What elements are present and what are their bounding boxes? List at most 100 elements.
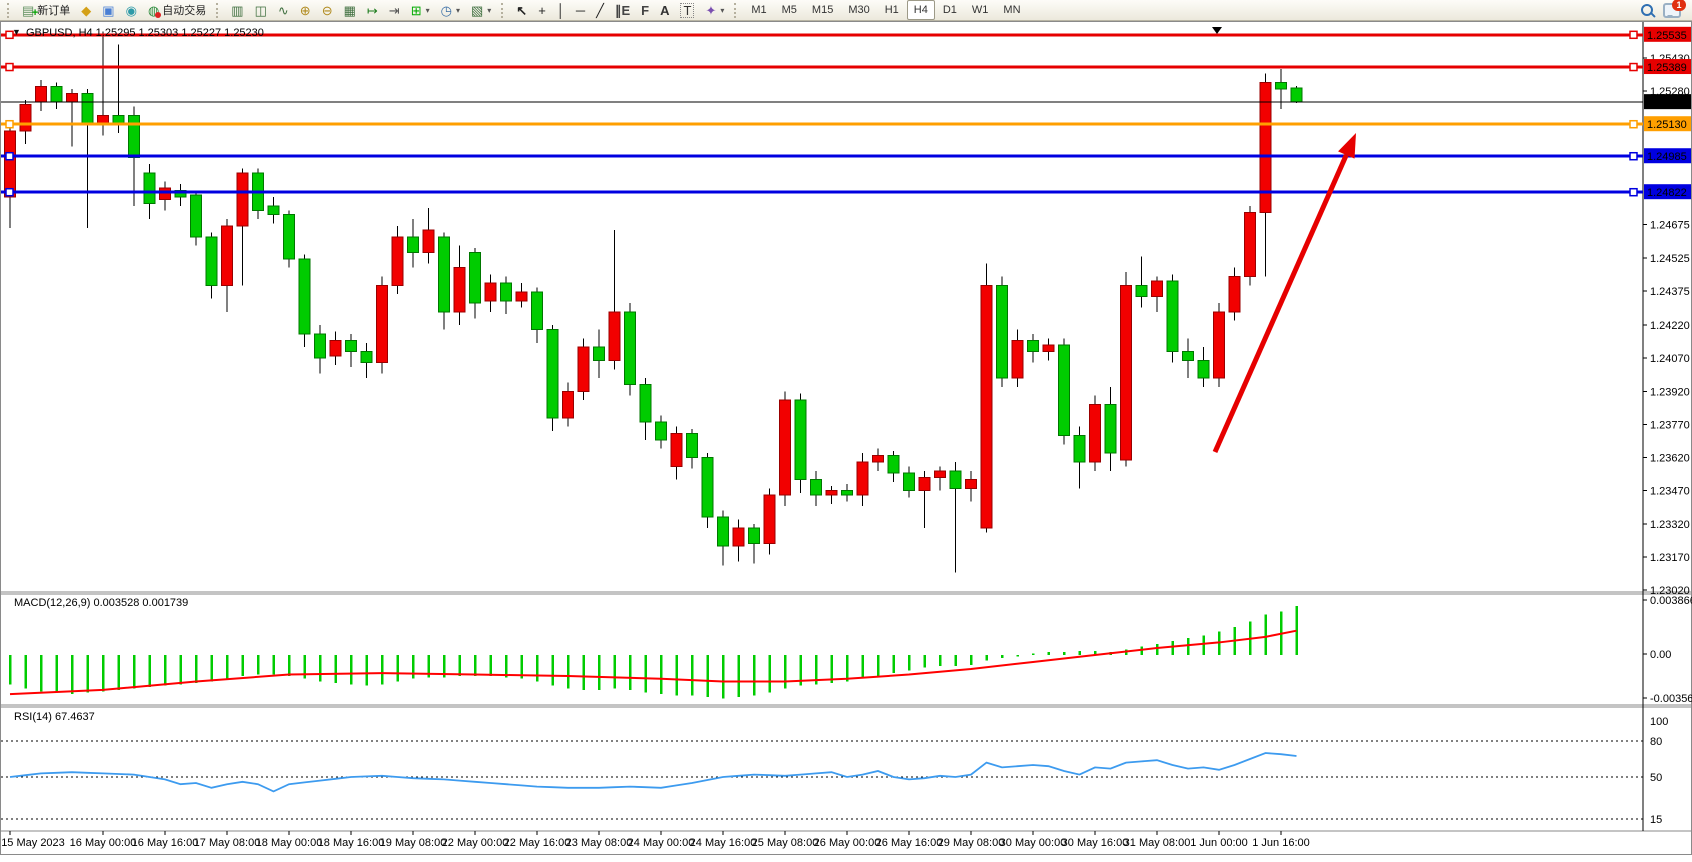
price-tick-label: 1.24070 [1650, 353, 1690, 365]
candle [1011, 329, 1024, 387]
time-tick-label: 29 May 08:00 [938, 837, 1005, 849]
timeframe-d1-button[interactable]: D1 [942, 4, 957, 16]
dropdown-caret-icon[interactable]: ▾ [455, 5, 460, 15]
vertical-line-icon: │ [556, 2, 565, 18]
candle [1166, 274, 1179, 363]
timeframe-h1-button[interactable]: H1 [884, 4, 899, 16]
dropdown-caret-icon[interactable]: ▾ [425, 5, 430, 15]
time-tick-label: 18 May 00:00 [256, 837, 323, 849]
horizontal-line-button[interactable]: ─ [571, 0, 590, 20]
price-label-text: 1.24985 [1647, 151, 1687, 163]
candle [329, 331, 342, 365]
time-tick-label: 1 Jun 00:00 [1190, 837, 1248, 849]
price-tick-label: 1.24220 [1650, 320, 1690, 332]
candle [1228, 267, 1241, 321]
arrows-button[interactable]: ✦ ▾ [700, 0, 729, 20]
indicators-button[interactable]: ⊞ ▾ [406, 0, 435, 20]
candle [856, 453, 869, 507]
timeframe-m5-button[interactable]: M5 [781, 4, 797, 16]
bar-chart-button[interactable]: ▥ [226, 0, 248, 20]
candle [1058, 338, 1070, 445]
zoom-in-button[interactable]: ⊕ [295, 0, 316, 20]
candle [1244, 205, 1256, 286]
navigator-icon: ▣ [102, 2, 115, 18]
arrow-annotation-head [1338, 133, 1356, 159]
new-order-button[interactable]: ▤新订单 [17, 0, 75, 20]
candle [314, 325, 326, 374]
timeframe-m1-button[interactable]: M1 [751, 4, 767, 16]
time-tick-label: 22 May 00:00 [442, 837, 509, 849]
candle [1197, 347, 1210, 387]
candle [794, 393, 807, 493]
time-tick-label: 26 May 00:00 [814, 837, 881, 849]
new-order-icon: ▤ [22, 4, 39, 20]
candle [887, 450, 900, 482]
timeframe-m30-button[interactable]: M30 [848, 4, 870, 16]
candle [624, 303, 636, 396]
crosshair-icon: + [538, 2, 546, 18]
line-chart-button[interactable]: ∿ [273, 0, 294, 20]
text-button[interactable]: A [655, 0, 674, 20]
line-anchor [1629, 30, 1638, 40]
candle [1104, 386, 1117, 471]
periods-button[interactable]: ◷ ▾ [436, 0, 465, 20]
candle [1290, 86, 1303, 103]
line-anchor [5, 62, 14, 72]
text-label-icon: T [680, 2, 695, 18]
signals-button[interactable]: ◉ [121, 0, 142, 20]
notifications-icon[interactable]: 1 [1663, 0, 1686, 18]
cursor-button[interactable]: ↖ [511, 0, 532, 20]
candle [1089, 395, 1101, 471]
dropdown-caret-icon[interactable]: ▾ [487, 5, 492, 15]
market-watch-button[interactable]: ◆ [76, 0, 96, 20]
candle [810, 470, 822, 507]
time-tick-label: 18 May 16:00 [318, 837, 385, 849]
navigator-button[interactable]: ▣ [97, 0, 119, 20]
timeframe-mn-button[interactable]: MN [1003, 4, 1021, 16]
candle [1182, 338, 1194, 379]
candle [934, 466, 946, 491]
auto-scroll-button[interactable]: ↦ [362, 0, 383, 20]
rsi-axis-label: 50 [1650, 772, 1662, 784]
zoom-out-button[interactable]: ⊖ [317, 0, 338, 20]
fibonacci-button[interactable]: F [636, 0, 654, 20]
time-tick-label: 16 May 16:00 [132, 837, 199, 849]
candle [872, 448, 884, 471]
toolbar-group-handle [501, 2, 506, 18]
time-tick-label: 1 Jun 16:00 [1252, 837, 1310, 849]
templates-button[interactable]: ▧ ▾ [466, 0, 496, 20]
timeframe-m15-button[interactable]: M15 [811, 4, 834, 16]
macd-axis-label: 0.003866 [1650, 595, 1692, 607]
candle [469, 247, 481, 319]
time-tick-label: 15 May 2023 [1, 837, 65, 849]
tile-windows-icon: ▦ [343, 2, 356, 18]
equidistant-channel-button[interactable]: ∥E [610, 0, 635, 20]
price-tick-label: 1.23770 [1650, 419, 1690, 431]
candle [438, 232, 450, 330]
tile-windows-button[interactable]: ▦ [339, 0, 361, 20]
line-anchor [5, 187, 14, 197]
vertical-line-button[interactable]: │ [552, 0, 570, 20]
bar-chart-icon: ▥ [231, 2, 244, 18]
chart-menu-arrow-icon[interactable]: ▼ [12, 27, 21, 37]
candle [283, 210, 295, 268]
candlestick-chart-button[interactable]: ◫ [250, 0, 272, 20]
timeframe-h4-button[interactable]: H4 [906, 0, 935, 20]
candlestick-icon: ◫ [254, 2, 267, 18]
search-icon[interactable] [1641, 4, 1653, 16]
auto-scroll-icon: ↦ [366, 2, 378, 18]
price-label-box [1644, 26, 1691, 42]
timeframe-w1-button[interactable]: W1 [971, 4, 989, 16]
price-label-box [1644, 116, 1691, 132]
candle [1259, 73, 1272, 277]
price-tick-label: 1.23920 [1650, 386, 1690, 398]
text-icon: A [660, 2, 670, 18]
trendline-button[interactable]: ╱ [591, 0, 609, 20]
crosshair-button[interactable]: + [533, 0, 551, 20]
text-label-button[interactable]: T [675, 0, 699, 20]
autotrading-button[interactable]: ◍ 自动交易 [143, 0, 211, 20]
time-tick-label: 30 May 00:00 [1000, 837, 1067, 849]
chart-shift-button[interactable]: ⇥ [384, 0, 405, 20]
dropdown-caret-icon[interactable]: ▾ [720, 5, 725, 15]
